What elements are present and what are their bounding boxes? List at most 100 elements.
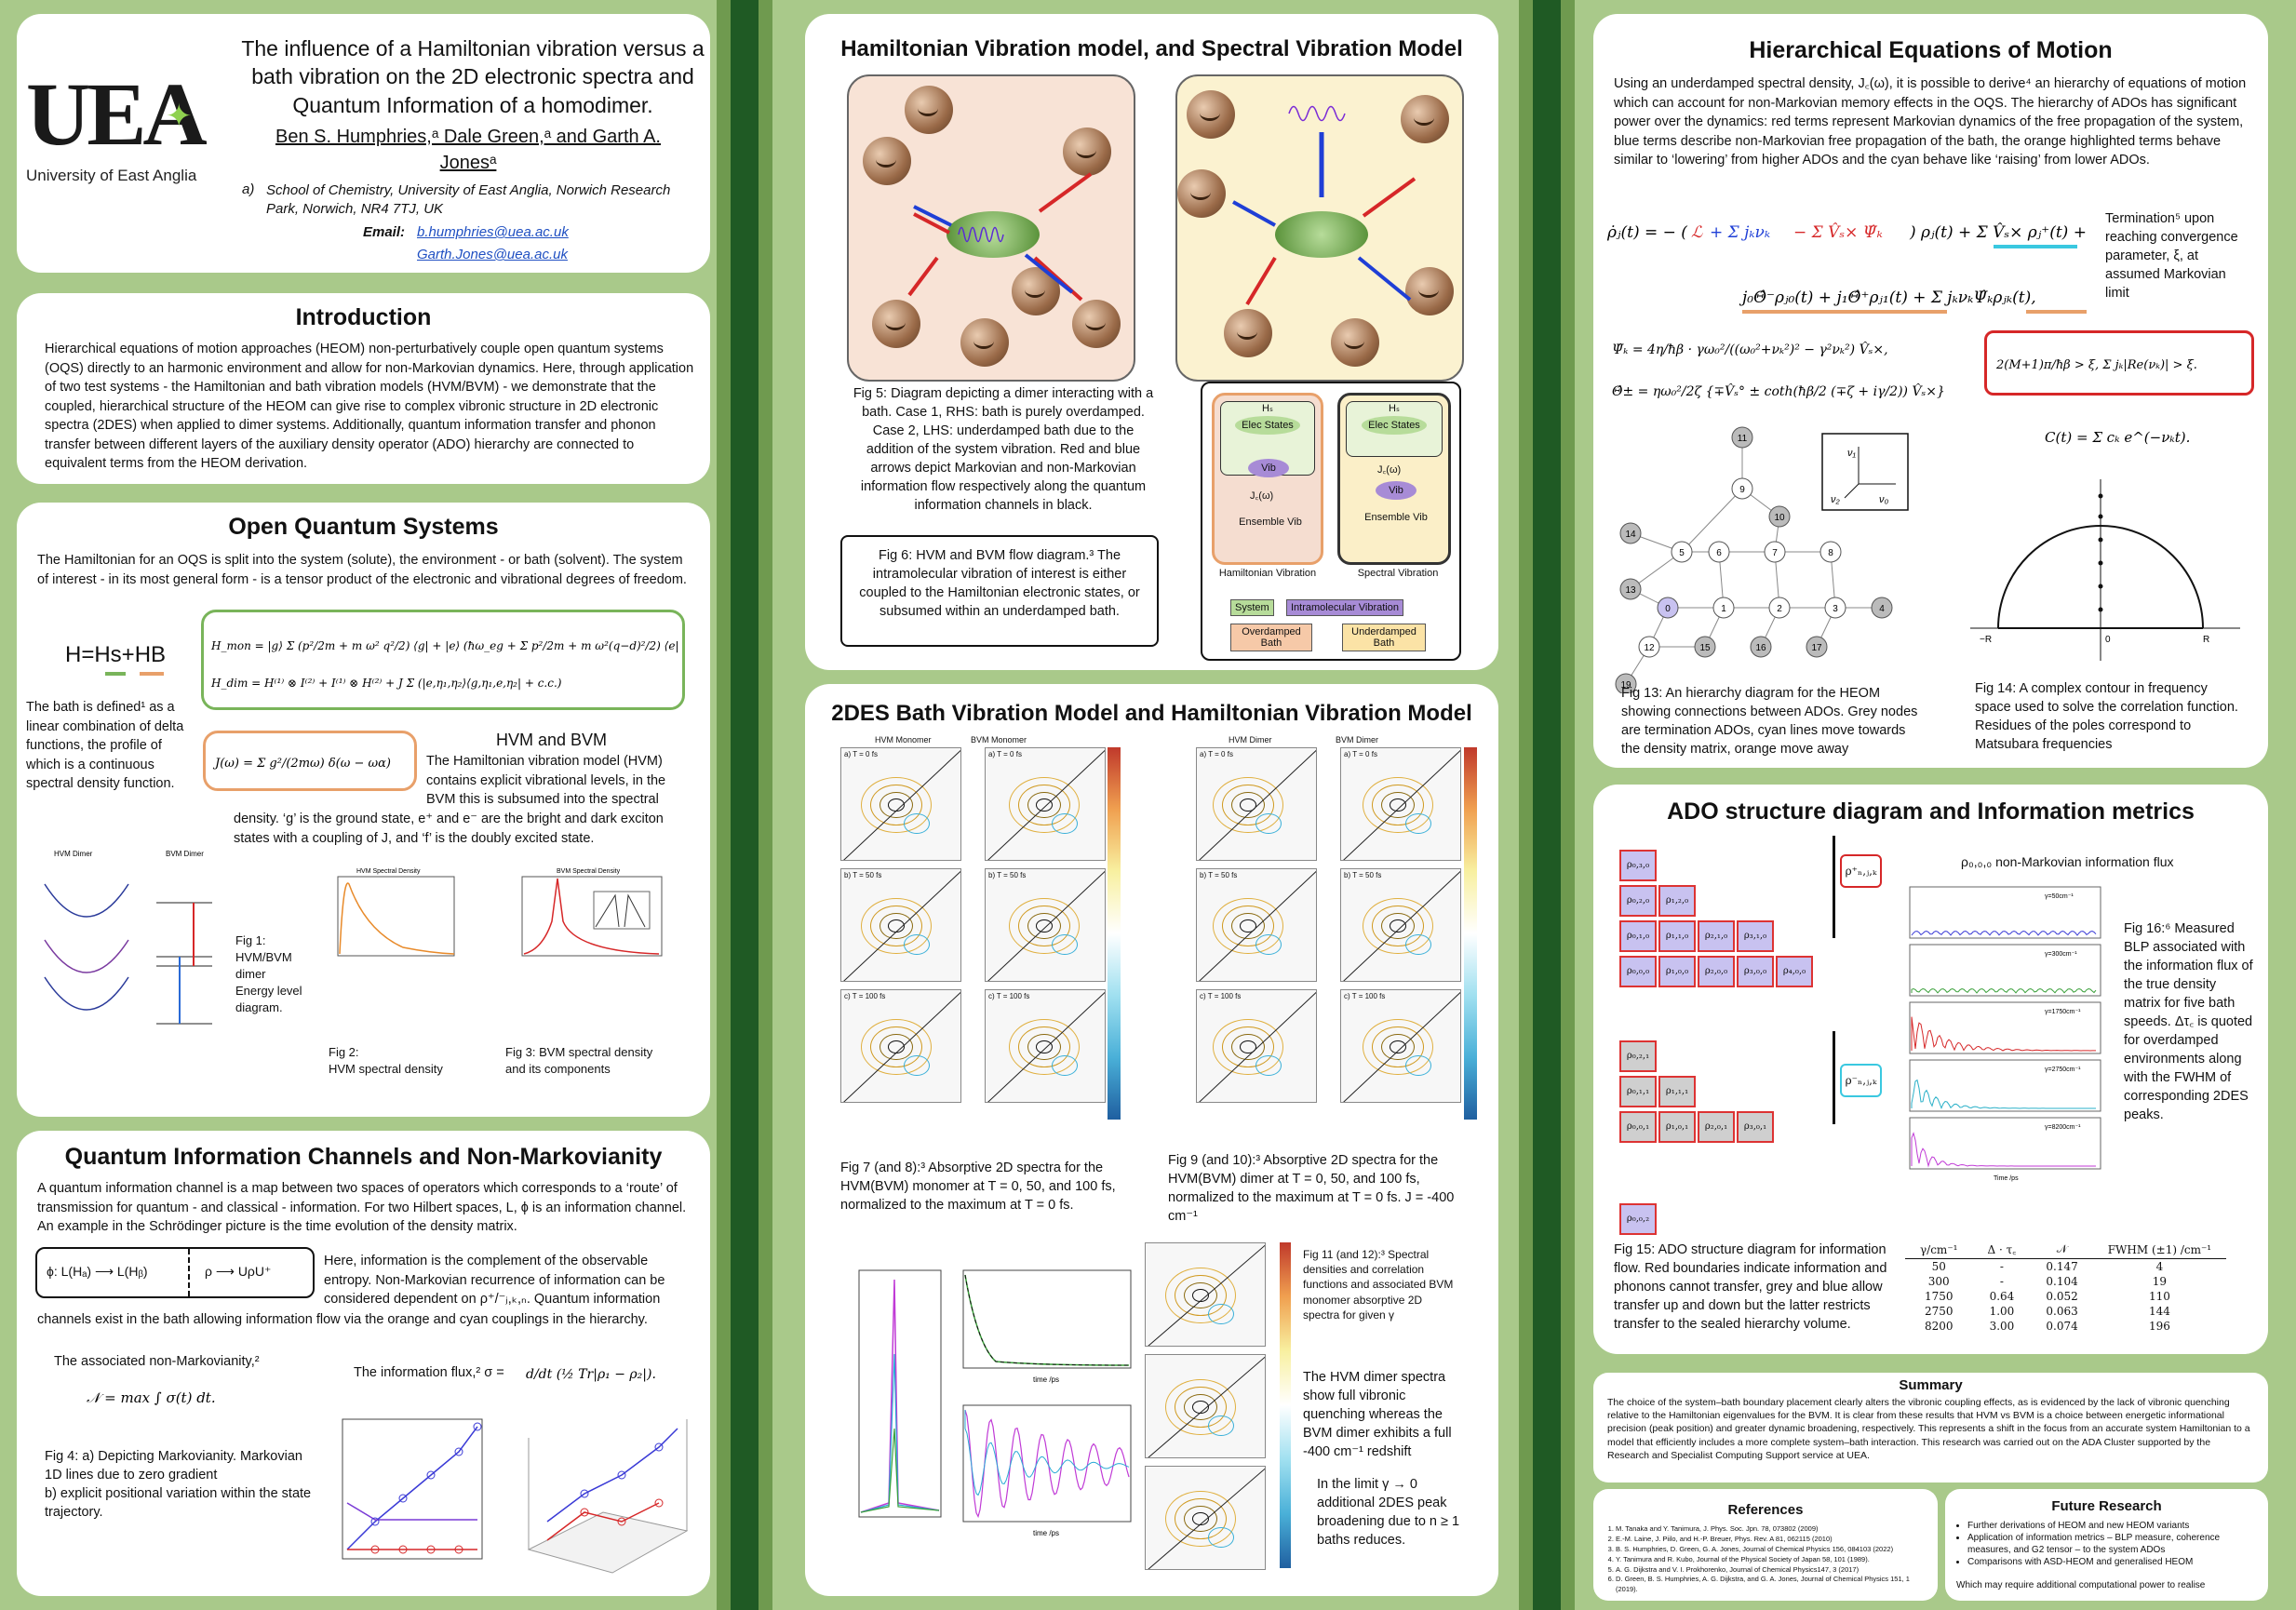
contour bbox=[1027, 791, 1061, 819]
fig1-hvm-label: HVM Dimer bbox=[54, 850, 93, 858]
contour bbox=[1191, 1511, 1209, 1526]
dimer-system bbox=[947, 211, 1040, 258]
contour bbox=[879, 791, 913, 819]
contour bbox=[1183, 1505, 1217, 1533]
contour bbox=[879, 912, 913, 940]
ado-node bbox=[1619, 522, 1642, 544]
contour bbox=[1230, 1033, 1265, 1061]
svg-text:+ Σ jₖνₖ: + Σ jₖνₖ bbox=[1710, 223, 1770, 242]
fig4b-trajectory-plot bbox=[527, 1419, 689, 1574]
diagonal-line bbox=[1341, 869, 1460, 981]
ado-cell: ρ₀,₀,₀ bbox=[1619, 956, 1657, 987]
hvm-bvm-title: HVM and BVM bbox=[496, 731, 608, 749]
monomer-2d-spectra-grid: a) T = 0 fs a) T = 0 fs b) T = 50 fs b) T =… bbox=[840, 747, 1106, 1194]
bvm-hs-label: Hₛ bbox=[1388, 403, 1401, 414]
contour bbox=[1051, 1054, 1078, 1077]
contour bbox=[1164, 1267, 1236, 1324]
future-list: Further derivations of HEOM and new HEOM… bbox=[1956, 1520, 2259, 1568]
svg-text:15: 15 bbox=[1699, 643, 1711, 653]
table-header-cell: Δ · τ꜀ bbox=[1987, 1243, 2017, 1256]
hvm-dimer-note: The HVM dimer spectra show full vibronic… bbox=[1303, 1370, 1452, 1459]
information-flux-equation: d/dt (½ Tr|ρ₁ − ρ₂|). bbox=[526, 1367, 656, 1382]
diagonal-line bbox=[1146, 1467, 1265, 1569]
svg-text:j₀Θ̂⁻ρⱼ₀(t) + j₁Θ̂⁺ρⱼ₁(t) + Σ: j₀Θ̂⁻ρⱼ₀(t) + j₁Θ̂⁺ρⱼ₁(t) + Σ jₖνₖΨ̂ₖρⱼₖ… bbox=[1739, 288, 2036, 307]
ado-cell: ρ₁,₀,₀ bbox=[1658, 956, 1696, 987]
contour bbox=[1183, 1393, 1217, 1421]
svg-text:17: 17 bbox=[1811, 643, 1822, 653]
hb-underline bbox=[140, 672, 164, 676]
table-cell: 4 bbox=[2155, 1260, 2164, 1273]
ado-cell: ρ₂,₁,₀ bbox=[1698, 920, 1735, 952]
table-header-cell: 𝒩 bbox=[2056, 1242, 2068, 1255]
svg-text:ν₂: ν₂ bbox=[1831, 494, 1841, 505]
channel-map-right: ρ ⟶ UρU⁺ bbox=[205, 1264, 272, 1279]
svg-text:ρ̇ⱼ(t) = − (: ρ̇ⱼ(t) = − ( bbox=[1606, 223, 1687, 242]
email-label: Email: bbox=[363, 224, 406, 240]
twodes-title: 2DES Bath Vibration Model and Hamiltonia… bbox=[831, 701, 1472, 726]
svg-text:12: 12 bbox=[1644, 643, 1655, 653]
contour bbox=[1027, 1033, 1061, 1061]
table-cell: 50 bbox=[1931, 1260, 1946, 1273]
table-cell: 0.052 bbox=[2046, 1290, 2078, 1303]
contour bbox=[869, 1026, 922, 1068]
ado-cell: ρ₁,₁,₀ bbox=[1658, 920, 1696, 952]
bvm-system-box: Hₛ Elec States bbox=[1346, 401, 1443, 457]
blp-table-body: 50-0.147 4 300-0.104 19 1750 0.64 0.052 110 2750… bbox=[1905, 1259, 2226, 1335]
svg-text:2(M+1)π/ħβ > ξ, Σ jₖ|Re(νₖ)|: 2(M+1)π/ħβ > ξ, Σ jₖ|Re(νₖ)| > ξ. bbox=[1995, 358, 2197, 372]
hvm-flow-box: Hₛ Elec States Vib J꜀(ω) Ensemble Vib bbox=[1212, 393, 1323, 565]
contour bbox=[1380, 912, 1415, 940]
up-arrow-icon bbox=[1833, 1031, 1835, 1124]
blp-trace bbox=[1911, 1079, 2096, 1110]
contour bbox=[860, 897, 932, 955]
svg-text:3: 3 bbox=[1833, 604, 1838, 614]
contour bbox=[1230, 791, 1265, 819]
table-cell: 196 bbox=[2148, 1320, 2170, 1333]
table-row: 50 - 0.147 4 bbox=[1905, 1259, 2226, 1275]
termination-condition-svg: 2(M+1)π/ħβ > ξ, Σ jₖ|Re(νₖ)| > ξ. bbox=[1995, 358, 2197, 372]
panel-label: c) T = 100 fs bbox=[844, 992, 886, 1000]
contour bbox=[1183, 1281, 1217, 1309]
future-tail: Which may require additional computation… bbox=[1956, 1580, 2206, 1590]
reference-item: M. Tanaka and Y. Tanimura, J. Phys. Soc.… bbox=[1616, 1524, 1930, 1535]
spectral-density-equation: J(ω) = Σ g²/(2mω) δ(ω − ωα) bbox=[203, 731, 417, 791]
ado-node bbox=[1708, 541, 1730, 563]
contour bbox=[1404, 933, 1431, 956]
contour bbox=[860, 1018, 932, 1076]
svg-text:− Σ V̂ₛ× Ψ̂ₖ: − Σ V̂ₛ× Ψ̂ₖ bbox=[1793, 223, 1883, 242]
future-item: Further derivations of HEOM and new HEOM… bbox=[1967, 1520, 2259, 1532]
ado-cell: ρ₂,₀,₀ bbox=[1698, 956, 1735, 987]
fig6-flow-diagram: Hₛ Elec States Vib J꜀(ω) Ensemble Vib Hₛ… bbox=[1201, 382, 1461, 661]
contour bbox=[887, 1040, 905, 1054]
ado-node bbox=[1824, 597, 1846, 619]
hvm-elec-states: Elec States bbox=[1235, 416, 1300, 435]
panel-label: b) T = 50 fs bbox=[844, 871, 882, 879]
logo-text: UEA bbox=[26, 64, 208, 164]
table-cell: 1750 bbox=[1924, 1290, 1954, 1303]
contour bbox=[1008, 897, 1080, 955]
future-item: Application of information metrics – BLP… bbox=[1967, 1532, 2259, 1556]
table-row: 1750 0.64 0.052 110 bbox=[1905, 1289, 2226, 1304]
ado-node bbox=[1731, 477, 1753, 500]
2d-spectrum-panel: b) T = 50 fs bbox=[985, 868, 1106, 982]
qic-panel: Quantum Information Channels and Non-Mar… bbox=[17, 1131, 710, 1596]
panel-label: b) T = 50 fs bbox=[1200, 871, 1238, 879]
ado-node bbox=[1819, 541, 1842, 563]
svg-text:14: 14 bbox=[1625, 530, 1636, 540]
col-label-hvm-monomer: HVM Monomer bbox=[875, 735, 932, 745]
table-header-cell: FWHM (±1) /cm⁻¹ bbox=[2107, 1242, 2212, 1256]
hamiltonian-split-eq: H=Hs+HB bbox=[65, 642, 167, 667]
svg-text:R: R bbox=[2203, 635, 2209, 645]
2d-spectrum-panel: a) T = 0 fs bbox=[1340, 747, 1461, 861]
diagonal-line bbox=[986, 748, 1105, 860]
2d-spectrum-panel: c) T = 100 fs bbox=[1196, 989, 1317, 1103]
bvm-flow-box: Hₛ Elec States J꜀(ω) Vib Ensemble Vib bbox=[1337, 393, 1451, 565]
contour bbox=[1389, 1040, 1406, 1054]
hvm-ensemble-vib: Ensemble Vib bbox=[1239, 517, 1302, 528]
email-link-1[interactable]: b.humphries@uea.ac.uk bbox=[417, 224, 569, 240]
table-cell: 2750 bbox=[1924, 1305, 1954, 1318]
fig2-caption-text: HVM spectral density bbox=[329, 1061, 443, 1076]
oqs-panel: Open Quantum Systems The Hamiltonian for… bbox=[17, 503, 710, 1117]
email-link-2[interactable]: Garth.Jones@uea.ac.uk bbox=[417, 247, 568, 262]
contour bbox=[1035, 919, 1053, 933]
bath-mode bbox=[1177, 169, 1226, 218]
